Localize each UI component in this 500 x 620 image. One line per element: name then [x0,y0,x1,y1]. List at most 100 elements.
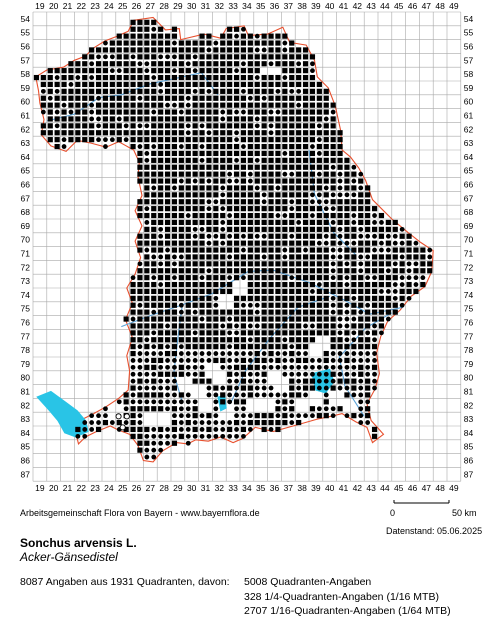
occurrence-dot [234,371,239,377]
occurrence-dot [372,358,377,363]
occurrence-dot [137,261,143,267]
occurrence-dot [358,392,364,398]
occurrence-square [289,316,295,322]
occurrence-square [199,192,205,198]
occurrence-dot [337,171,343,177]
occurrence-dot [144,358,150,363]
occurrence-dot [289,88,295,94]
occurrence-dot [365,233,371,239]
occurrence-dot [337,351,343,356]
occurrence-square [144,254,150,260]
occurrence-dot [165,406,170,412]
occurrence-square [268,247,274,253]
occurrence-square [123,130,129,136]
occurrence-square [130,109,136,115]
occurrence-square [268,178,274,184]
occurrence-square [144,130,150,136]
occurrence-dot [192,309,198,315]
occurrence-square [296,281,302,288]
occurrence-square [378,268,385,274]
occurrence-square [164,178,171,184]
occurrence-dot [247,171,253,177]
y-axis-label: 72 [21,262,31,272]
x-axis-label: 23 [90,483,100,493]
occurrence-square [82,109,88,115]
occurrence-square [109,88,115,94]
scale-zero-label: 0 [390,508,396,518]
occurrence-square [206,254,212,260]
occurrence-dot [275,185,281,191]
occurrence-square [102,419,109,426]
occurrence-square [123,102,129,108]
occurrence-square [213,316,219,322]
occurrence-dot [282,351,288,356]
occurrence-square [351,302,357,308]
occurrence-square [164,137,171,143]
occurrence-square [185,150,191,157]
occurrence-dot [213,427,219,432]
occurrence-square [192,288,198,295]
occurrence-dot [310,323,315,329]
occurrence-square [337,164,343,170]
occurrence-square [220,261,226,267]
occurrence-square [247,130,253,136]
occurrence-square [192,81,198,88]
occurrence-square [358,316,364,322]
y-axis-label: 65 [21,166,31,176]
occurrence-square [192,295,198,301]
occurrence-dot [372,351,377,356]
occurrence-square [137,150,143,157]
occurrence-square [158,212,164,219]
occurrence-square [240,137,247,143]
occurrence-square [309,109,316,115]
occurrence-square [213,247,219,253]
occurrence-dot [144,378,150,384]
occurrence-square [309,330,316,336]
occurrence-square [289,309,295,315]
occurrence-square [282,323,288,329]
occurrence-square [420,281,426,288]
occurrence-square [282,419,288,426]
occurrence-dot [151,144,157,149]
occurrence-square [296,178,302,184]
occurrence-square [233,316,240,322]
occurrence-square [323,137,329,143]
occurrence-square [199,33,205,39]
occurrence-dot [427,254,433,260]
occurrence-square [302,95,309,101]
occurrence-square [206,426,212,433]
occurrence-square [247,261,253,267]
occurrence-square [171,26,178,32]
occurrence-square [330,150,336,157]
occurrence-dot [220,385,226,391]
occurrence-square [302,254,309,260]
occurrence-dot [323,116,329,122]
occurrence-dot [89,116,95,122]
occurrence-dot [330,275,336,281]
occurrence-dot [406,295,412,301]
occurrence-dot [241,392,246,398]
occurrence-square [164,74,171,81]
occurrence-dot [303,351,308,356]
occurrence-square [282,316,288,322]
occurrence-dot [282,75,288,80]
occurrence-dot [268,392,274,398]
scale-fifty-label: 50 km [452,508,477,518]
occurrence-square [323,143,329,150]
occurrence-dot [213,40,219,46]
occurrence-dot [158,364,164,370]
occurrence-dot [158,378,164,384]
occurrence-square [158,330,164,336]
occurrence-square [123,95,129,101]
lake-bodensee [36,390,89,438]
occurrence-square [233,116,240,122]
occurrence-square [233,226,240,232]
occurrence-dot [89,420,95,425]
occurrence-square [137,206,143,212]
occurrence-square [365,385,371,391]
occurrence-square [220,399,226,405]
occurrence-square [206,137,212,143]
occurrence-square [220,275,226,281]
occurrence-square [330,371,336,377]
occurrence-dot [82,433,88,439]
